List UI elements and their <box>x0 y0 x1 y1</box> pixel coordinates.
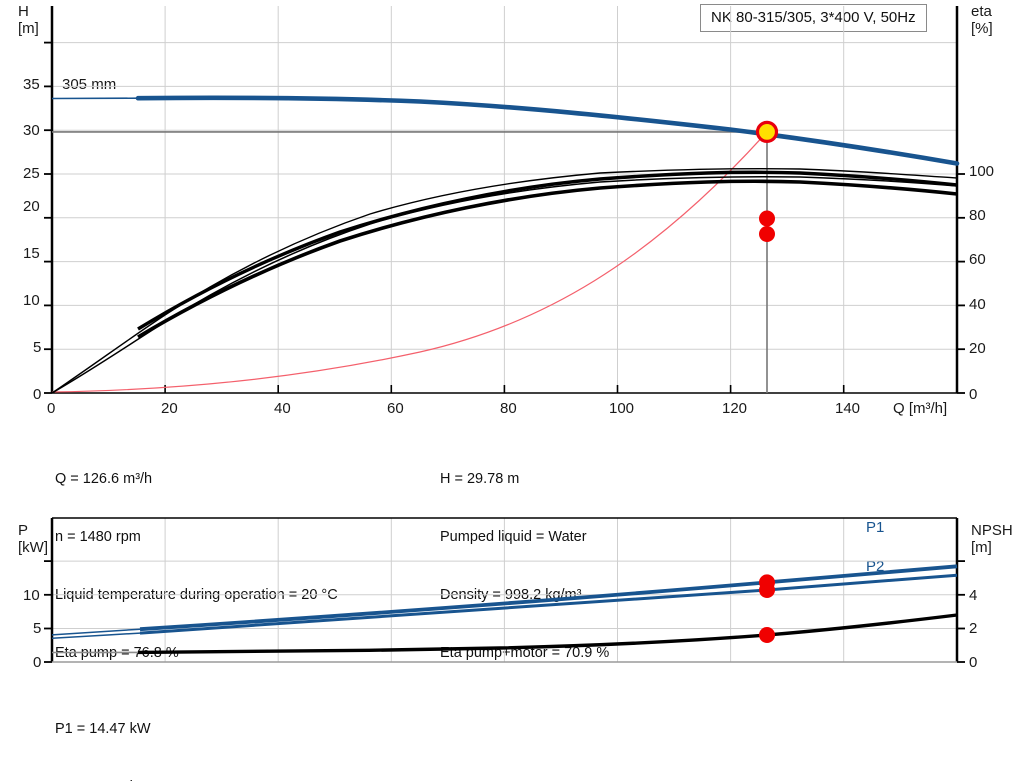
duty-info-right-line-2: Pumped liquid = Water <box>440 529 587 546</box>
bottom-chart-y-left-axis-title: P [kW] <box>18 522 48 556</box>
top-chart-eta-tick-40: 40 <box>969 296 986 313</box>
bottom-chart-y-right-axis-name: NPSH <box>971 522 1013 539</box>
top-chart-y-left-ticks <box>44 41 52 394</box>
bottom-chart-npsh-tick-0: 0 <box>969 654 978 671</box>
top-chart-eta-tick-100: 100 <box>969 163 995 180</box>
model-designation-text: NK 80-315/305, 3*400 V, 50Hz <box>711 9 916 26</box>
top-chart-eta-tick-0: 0 <box>969 386 978 403</box>
bottom-chart-y-right-axis-unit: [m] <box>971 539 992 556</box>
p2-curve <box>139 573 958 635</box>
power-info-block: P1 = 14.47 kW P2 = 13.35 kW NPSH = 2.54 … <box>55 681 385 781</box>
npsh-curve <box>137 613 958 655</box>
top-chart-xtick-0: 0 <box>47 400 56 417</box>
duty-info-left: Q = 126.6 m³/h n = 1480 rpm Liquid tempe… <box>55 431 338 703</box>
top-chart-xtick-100: 100 <box>609 400 635 417</box>
eta-pump-duty-marker <box>759 210 775 227</box>
top-chart-ytick-0: 0 <box>33 386 42 403</box>
top-chart-xtick-140: 140 <box>835 400 861 417</box>
top-chart-xtick-40: 40 <box>274 400 291 417</box>
eta-pump-curve <box>137 170 958 331</box>
top-chart-ytick-25: 25 <box>23 165 40 182</box>
duty-point-marker[interactable] <box>755 120 779 143</box>
top-chart-ytick-20: 20 <box>23 198 40 215</box>
p2-curve-thin <box>51 632 141 640</box>
top-chart-ytick-5: 5 <box>33 339 42 356</box>
top-chart-xtick-120: 120 <box>722 400 748 417</box>
top-chart-ytick-10: 10 <box>23 292 40 309</box>
top-chart-x-axis-title: Q [m³/h] <box>893 400 948 417</box>
duty-info-left-line-2: n = 1480 rpm <box>55 529 141 546</box>
bottom-chart-ytick-10: 10 <box>23 587 40 604</box>
impeller-diameter-label: 305 mm <box>62 76 117 93</box>
bottom-chart-npsh-tick-2: 2 <box>969 620 978 637</box>
npsh-duty-marker <box>759 627 775 643</box>
top-chart-y-left-axis-name: H <box>18 3 29 20</box>
top-chart-xtick-60: 60 <box>387 400 404 417</box>
bottom-chart-y-right-axis-title: NPSH [m] <box>971 522 1013 556</box>
bottom-chart-ytick-0: 0 <box>33 654 42 671</box>
bottom-chart-npsh-tick-4: 4 <box>969 587 978 604</box>
p2-duty-marker <box>759 582 775 598</box>
top-chart-xtick-80: 80 <box>500 400 517 417</box>
top-chart-y-right-ticks <box>957 173 965 394</box>
p1-series-label: P1 <box>866 519 885 536</box>
bottom-chart-ytick-5: 5 <box>33 620 42 637</box>
bottom-chart-y-left-axis-name: P <box>18 522 29 539</box>
top-chart-ytick-15: 15 <box>23 245 40 262</box>
top-chart-xtick-20: 20 <box>161 400 178 417</box>
p2-series-label: P2 <box>866 558 885 575</box>
bottom-chart-y-right-ticks <box>957 560 965 663</box>
duty-info-right-line-4: Eta pump+motor = 70.9 % <box>440 645 610 662</box>
duty-info-left-line-1: Q = 126.6 m³/h <box>55 470 153 487</box>
power-info-line-2: P2 = 13.35 kW <box>55 778 385 781</box>
top-chart-y-right-axis-name: eta <box>971 3 992 20</box>
head-curve <box>135 95 960 166</box>
bottom-chart-y-left-ticks <box>44 560 52 663</box>
top-chart-y-left-axis-unit: [m] <box>18 20 39 37</box>
duty-info-right: H = 29.78 m Pumped liquid = Water Densit… <box>440 431 609 703</box>
top-chart-eta-tick-80: 80 <box>969 207 986 224</box>
model-designation-box: NK 80-315/305, 3*400 V, 50Hz <box>700 4 927 32</box>
p1-curve <box>139 564 958 632</box>
top-chart-y-right-axis-unit: [%] <box>971 20 993 37</box>
power-info-line-1: P1 = 14.47 kW <box>55 720 151 737</box>
bottom-chart-plot <box>44 517 965 663</box>
top-chart-eta-tick-20: 20 <box>969 340 986 357</box>
duty-info-left-line-3: Liquid temperature during operation = 20… <box>55 587 338 604</box>
top-chart-ytick-30: 30 <box>23 122 40 139</box>
red-reference-curve <box>51 131 768 393</box>
bottom-chart-y-left-axis-unit: [kW] <box>18 539 48 556</box>
duty-info-right-line-1: H = 29.78 m <box>440 470 520 487</box>
top-chart-ytick-35: 35 <box>23 76 40 93</box>
eta-pump-curve-thin <box>51 167 958 394</box>
bottom-chart-gridlines-vertical <box>164 518 845 662</box>
top-chart-y-left-axis-title: H [m] <box>18 3 39 37</box>
p1-curve-thin <box>51 628 141 636</box>
eta-pump-motor-curve <box>137 179 958 339</box>
top-chart-y-right-axis-title: eta [%] <box>971 3 993 37</box>
top-chart-eta-tick-60: 60 <box>969 251 986 268</box>
top-chart-plot <box>44 6 965 394</box>
eta-pump-motor-duty-marker <box>759 226 775 242</box>
